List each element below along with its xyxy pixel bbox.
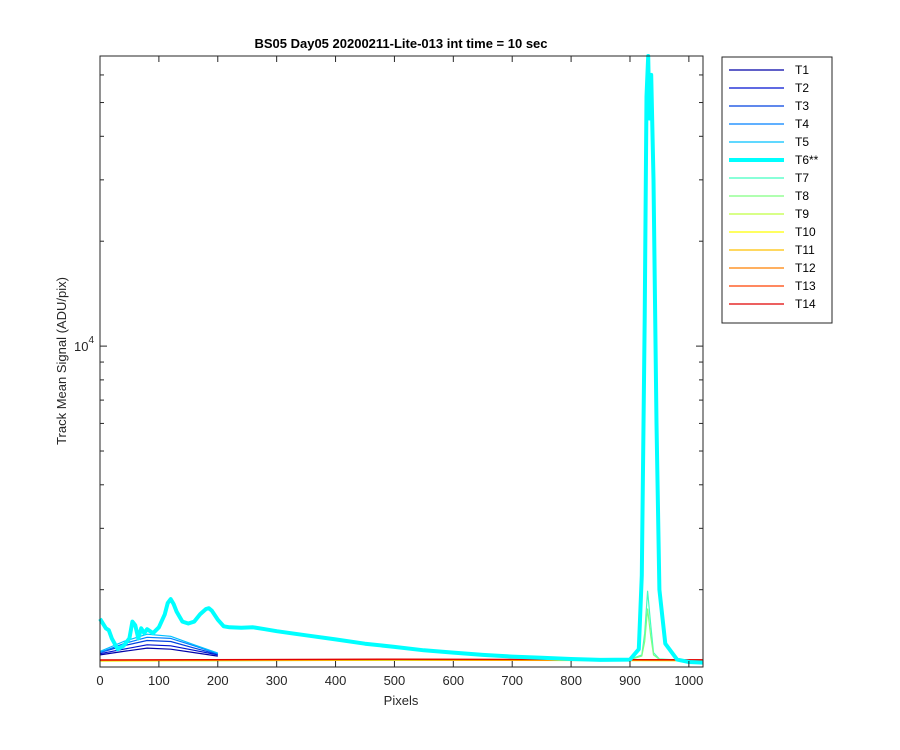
- x-tick-label: 400: [325, 673, 347, 688]
- x-tick-label: 500: [384, 673, 406, 688]
- x-tick-label: 0: [96, 673, 103, 688]
- x-tick-label: 100: [148, 673, 170, 688]
- legend-item: T1: [729, 63, 809, 77]
- series-line-t6: [98, 54, 704, 665]
- legend-label: T7: [795, 171, 809, 185]
- legend-item: T2: [729, 81, 809, 95]
- legend-item: T10: [729, 225, 816, 239]
- legend-label: T4: [795, 117, 809, 131]
- legend-label: T13: [795, 279, 816, 293]
- axis-ticks: 0 100 200 300 400 500 600 700 800 900 1000 104: [74, 56, 703, 688]
- legend-label: T12: [795, 261, 816, 275]
- legend-item: T7: [729, 171, 809, 185]
- legend-item: T5: [729, 135, 809, 149]
- x-tick-label: 900: [619, 673, 641, 688]
- chart-title: BS05 Day05 20200211-Lite-013 int time = …: [254, 36, 547, 51]
- series-line-t4: [99, 636, 218, 655]
- legend-label: T6**: [795, 153, 819, 167]
- y-tick-label: 104: [74, 335, 94, 354]
- data-series-layer: [98, 54, 704, 665]
- legend-item: T6**: [729, 153, 819, 167]
- legend-item: T3: [729, 99, 809, 113]
- legend-label: T11: [795, 243, 815, 257]
- legend-item: T11: [729, 243, 815, 257]
- x-tick-label: 200: [207, 673, 229, 688]
- series-line-t5: [99, 633, 218, 654]
- legend-label: T8: [795, 189, 809, 203]
- legend-label: T1: [795, 63, 809, 77]
- legend-item: T14: [729, 297, 816, 311]
- x-tick-label: 1000: [674, 673, 703, 688]
- legend-box: [721, 56, 833, 324]
- x-tick-label: 600: [442, 673, 464, 688]
- plot-area: [100, 56, 703, 667]
- y-axis-label: Track Mean Signal (ADU/pix): [54, 277, 69, 445]
- legend-item: T8: [729, 189, 809, 203]
- legend-label: T14: [795, 297, 816, 311]
- x-tick-label: 300: [266, 673, 288, 688]
- legend-item: T9: [729, 207, 809, 221]
- legend-item: T4: [729, 117, 809, 131]
- legend: T1 T2 T3 T4 T5 T6** T7 T8 T9 T10 T11 T12 T13 T14: [721, 56, 833, 324]
- legend-label: T10: [795, 225, 816, 239]
- legend-label: T5: [795, 135, 809, 149]
- legend-item: T12: [729, 261, 816, 275]
- axes-border: [99, 55, 704, 668]
- plot-background: [100, 56, 703, 667]
- series-line-t1: [99, 647, 218, 657]
- legend-label: T3: [795, 99, 809, 113]
- legend-label: T2: [795, 81, 809, 95]
- legend-label: T9: [795, 207, 809, 221]
- x-tick-label: 700: [501, 673, 523, 688]
- x-tick-label: 800: [560, 673, 582, 688]
- x-axis-label: Pixels: [384, 693, 419, 708]
- legend-item: T13: [729, 279, 816, 293]
